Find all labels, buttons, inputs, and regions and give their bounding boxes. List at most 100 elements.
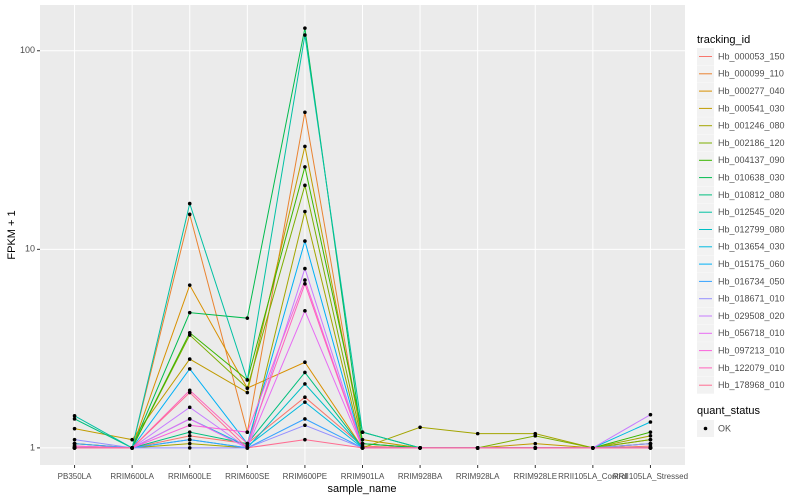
shape-legend-label: OK — [718, 423, 731, 433]
data-point — [187, 441, 192, 446]
legend-label: Hb_015175_060 — [718, 259, 785, 269]
data-point — [187, 423, 192, 428]
data-point — [303, 282, 307, 286]
data-point — [303, 144, 307, 149]
legend-label: Hb_122079_010 — [718, 363, 785, 373]
x-tick-label: RRIM901LA — [341, 472, 385, 481]
legend-label: Hb_056718_010 — [718, 328, 785, 338]
data-point — [418, 446, 422, 450]
legend-label: Hb_016734_050 — [718, 276, 785, 286]
data-point — [72, 441, 77, 446]
data-point — [303, 239, 307, 243]
legend-label: Hb_018671_010 — [718, 294, 785, 304]
data-point — [72, 446, 77, 450]
data-point — [187, 405, 192, 410]
legend-label: Hb_004137_090 — [718, 155, 785, 165]
legend-label: Hb_000099_110 — [718, 69, 784, 79]
data-point — [475, 446, 480, 450]
data-point — [360, 441, 365, 446]
x-axis-title: sample_name — [327, 483, 396, 495]
data-point — [187, 434, 192, 438]
data-point — [245, 316, 250, 320]
legend-label: Hb_010638_030 — [718, 172, 785, 182]
data-point — [303, 417, 307, 421]
data-point — [303, 110, 307, 115]
data-point — [187, 310, 192, 315]
legend-label: Hb_178968_010 — [718, 380, 785, 390]
data-point — [245, 390, 250, 395]
x-tick-label: RRIM928LE — [513, 472, 557, 481]
legend-label: Hb_012799_080 — [718, 224, 785, 234]
data-point — [303, 33, 307, 37]
y-tick-label: 100 — [20, 45, 35, 55]
data-point — [187, 417, 192, 421]
legend-label: Hb_000277_040 — [718, 86, 785, 96]
data-point — [187, 283, 192, 287]
data-point — [303, 360, 307, 365]
legend-title: tracking_id — [697, 34, 750, 46]
data-point — [187, 201, 192, 206]
data-point — [648, 412, 653, 417]
shape-legend-dot — [703, 426, 708, 431]
data-point — [245, 378, 250, 382]
x-tick-label: RRIM600SE — [225, 472, 269, 481]
data-point — [187, 330, 192, 335]
data-point — [475, 431, 480, 436]
data-point — [245, 386, 250, 390]
data-point — [187, 357, 192, 361]
legend-label: Hb_097213_010 — [718, 345, 785, 355]
legend-label: Hb_001246_080 — [718, 121, 785, 131]
x-tick-label: PB350LA — [58, 472, 92, 481]
data-point — [648, 441, 653, 446]
legend-label: Hb_000541_030 — [718, 103, 785, 113]
legend-label: Hb_012545_020 — [718, 207, 785, 217]
data-point — [591, 446, 595, 450]
data-point — [648, 437, 653, 442]
data-point — [360, 446, 365, 450]
data-point — [533, 441, 538, 446]
data-point — [187, 212, 192, 217]
data-point — [648, 434, 653, 438]
data-point — [303, 382, 307, 386]
x-tick-label: RRII105LA_Control — [558, 472, 628, 481]
y-axis-title: FPKM + 1 — [6, 210, 18, 259]
data-point — [130, 437, 134, 442]
data-point — [648, 420, 653, 424]
data-point — [418, 425, 422, 430]
y-tick-label: 10 — [25, 244, 35, 254]
x-tick-label: RRIM600LE — [168, 472, 212, 481]
legend-label: Hb_029508_020 — [718, 311, 785, 321]
data-point — [303, 437, 307, 442]
data-point — [245, 446, 250, 450]
data-point — [72, 426, 77, 431]
data-point — [187, 430, 192, 434]
shape-legend-title: quant_status — [697, 405, 760, 417]
data-point — [648, 446, 653, 450]
data-point — [187, 367, 192, 371]
data-point — [245, 430, 250, 434]
x-tick-label: RRII105LA_Stressed — [613, 472, 688, 481]
y-tick-label: 1 — [30, 442, 35, 452]
data-point — [303, 183, 307, 188]
legend-label: Hb_000053_150 — [718, 51, 785, 61]
x-tick-label: RRIM600PE — [283, 472, 327, 481]
data-point — [72, 414, 77, 418]
data-point — [187, 390, 192, 395]
data-point — [72, 437, 77, 442]
data-point — [303, 395, 307, 399]
x-tick-label: RRIM600LA — [110, 472, 154, 481]
data-point — [303, 370, 307, 375]
data-point — [533, 446, 538, 450]
legend-label: Hb_013654_030 — [718, 242, 785, 252]
x-tick-label: RRIM928BA — [398, 472, 443, 481]
data-point — [245, 441, 250, 446]
legend-label: Hb_010812_080 — [718, 190, 785, 200]
data-point — [187, 446, 192, 450]
data-point — [648, 430, 653, 434]
data-point — [303, 266, 307, 271]
data-point — [303, 278, 307, 282]
data-point — [303, 309, 307, 313]
data-point — [303, 209, 307, 214]
data-point — [72, 417, 77, 421]
